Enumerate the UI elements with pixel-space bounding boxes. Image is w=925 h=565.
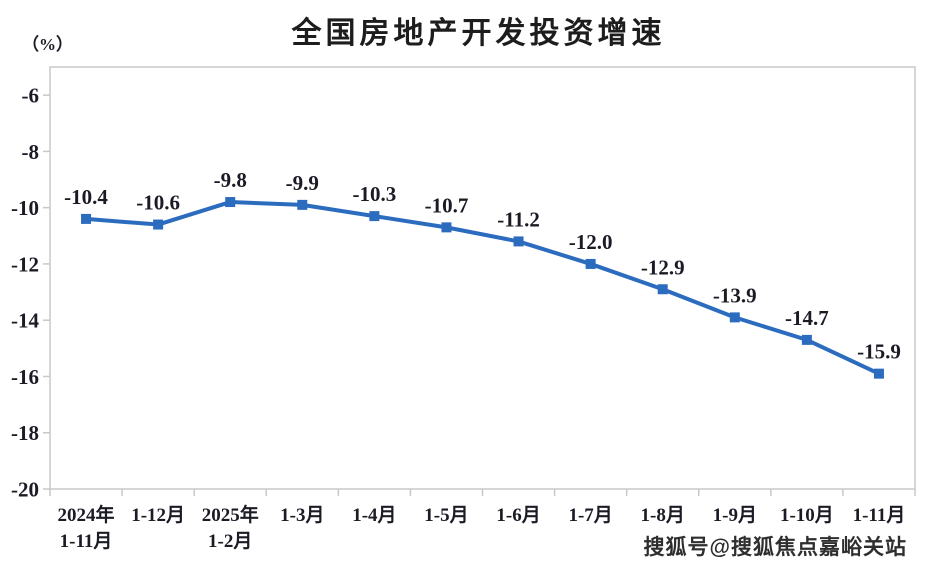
x-category-label: 1-6月 bbox=[496, 505, 540, 526]
x-category-label-line: 1-11月 bbox=[60, 531, 113, 552]
x-category-label: 1-5月 bbox=[424, 505, 468, 526]
x-category-label-line: 1-11月 bbox=[853, 505, 906, 526]
y-tick-label: -12 bbox=[11, 252, 39, 276]
y-axis-unit-label: （%） bbox=[22, 35, 73, 54]
x-category-label-line: 1-12月 bbox=[131, 505, 185, 526]
x-category-label-line: 1-2月 bbox=[208, 531, 252, 552]
y-tick-label: -20 bbox=[11, 477, 39, 501]
x-category-label: 1-10月 bbox=[780, 505, 834, 526]
x-category-label: 1-7月 bbox=[568, 505, 612, 526]
data-point-marker bbox=[225, 197, 236, 208]
data-point-label: -9.8 bbox=[214, 168, 247, 192]
x-category-label-line: 1-8月 bbox=[641, 505, 685, 526]
data-point-marker bbox=[585, 258, 596, 269]
chart-title: 全国房地产开发投资增速 bbox=[291, 17, 666, 50]
series-line bbox=[84, 200, 881, 376]
y-tick-label: -6 bbox=[22, 83, 40, 107]
y-tick-label: -16 bbox=[11, 365, 39, 389]
x-category-label-line: 1-10月 bbox=[780, 505, 834, 526]
data-point-marker bbox=[441, 222, 452, 233]
x-category-label: 1-12月 bbox=[131, 505, 185, 526]
data-point-label: -11.2 bbox=[497, 207, 540, 231]
y-tick-label: -14 bbox=[11, 309, 39, 333]
x-category-label-line: 2025年 bbox=[202, 503, 259, 526]
data-point-label: -9.9 bbox=[286, 171, 319, 195]
x-category-label-line: 1-3月 bbox=[280, 505, 324, 526]
data-point-marker bbox=[153, 219, 164, 230]
data-point-marker bbox=[873, 368, 884, 379]
x-category-label: 1-3月 bbox=[280, 505, 324, 526]
x-category-label: 1-11月 bbox=[853, 505, 906, 526]
plot-frame bbox=[49, 66, 916, 490]
data-point-label: -12.0 bbox=[569, 230, 613, 254]
watermark: 搜狐号@搜狐焦点嘉峪关站 bbox=[643, 536, 907, 559]
data-point-marker bbox=[729, 312, 740, 323]
data-point-label: -12.9 bbox=[641, 255, 685, 279]
data-point-label: -10.6 bbox=[136, 191, 180, 215]
x-category-label-line: 1-4月 bbox=[352, 505, 396, 526]
x-category-label-line: 2024年 bbox=[58, 503, 115, 526]
y-tick-label: -18 bbox=[11, 421, 39, 445]
x-category-label-line: 1-5月 bbox=[424, 505, 468, 526]
data-point-label: -13.9 bbox=[713, 283, 757, 307]
x-category-label: 1-9月 bbox=[713, 505, 757, 526]
data-point-label: -10.4 bbox=[64, 185, 108, 209]
data-point-marker bbox=[801, 334, 812, 345]
data-point-marker bbox=[513, 236, 524, 247]
x-category-label-line: 1-7月 bbox=[568, 505, 612, 526]
data-point-marker bbox=[657, 284, 668, 295]
x-category-label: 2025年 1-2月 bbox=[202, 503, 259, 552]
y-tick-label: -10 bbox=[11, 196, 39, 220]
x-category-label-line: 1-9月 bbox=[713, 505, 757, 526]
x-category-label: 1-8月 bbox=[641, 505, 685, 526]
x-category-label: 2024年 1-11月 bbox=[58, 503, 115, 552]
data-point-marker bbox=[369, 211, 380, 222]
y-tick-label: -8 bbox=[22, 140, 40, 164]
data-point-label: -14.7 bbox=[785, 306, 829, 330]
data-point-label: -10.3 bbox=[353, 182, 397, 206]
x-category-label: 1-4月 bbox=[352, 505, 396, 526]
data-point-label: -10.7 bbox=[425, 193, 469, 217]
data-point-marker bbox=[297, 199, 308, 210]
data-point-marker bbox=[81, 213, 92, 224]
data-point-label: -15.9 bbox=[857, 340, 901, 364]
x-category-label-line: 1-6月 bbox=[496, 505, 540, 526]
